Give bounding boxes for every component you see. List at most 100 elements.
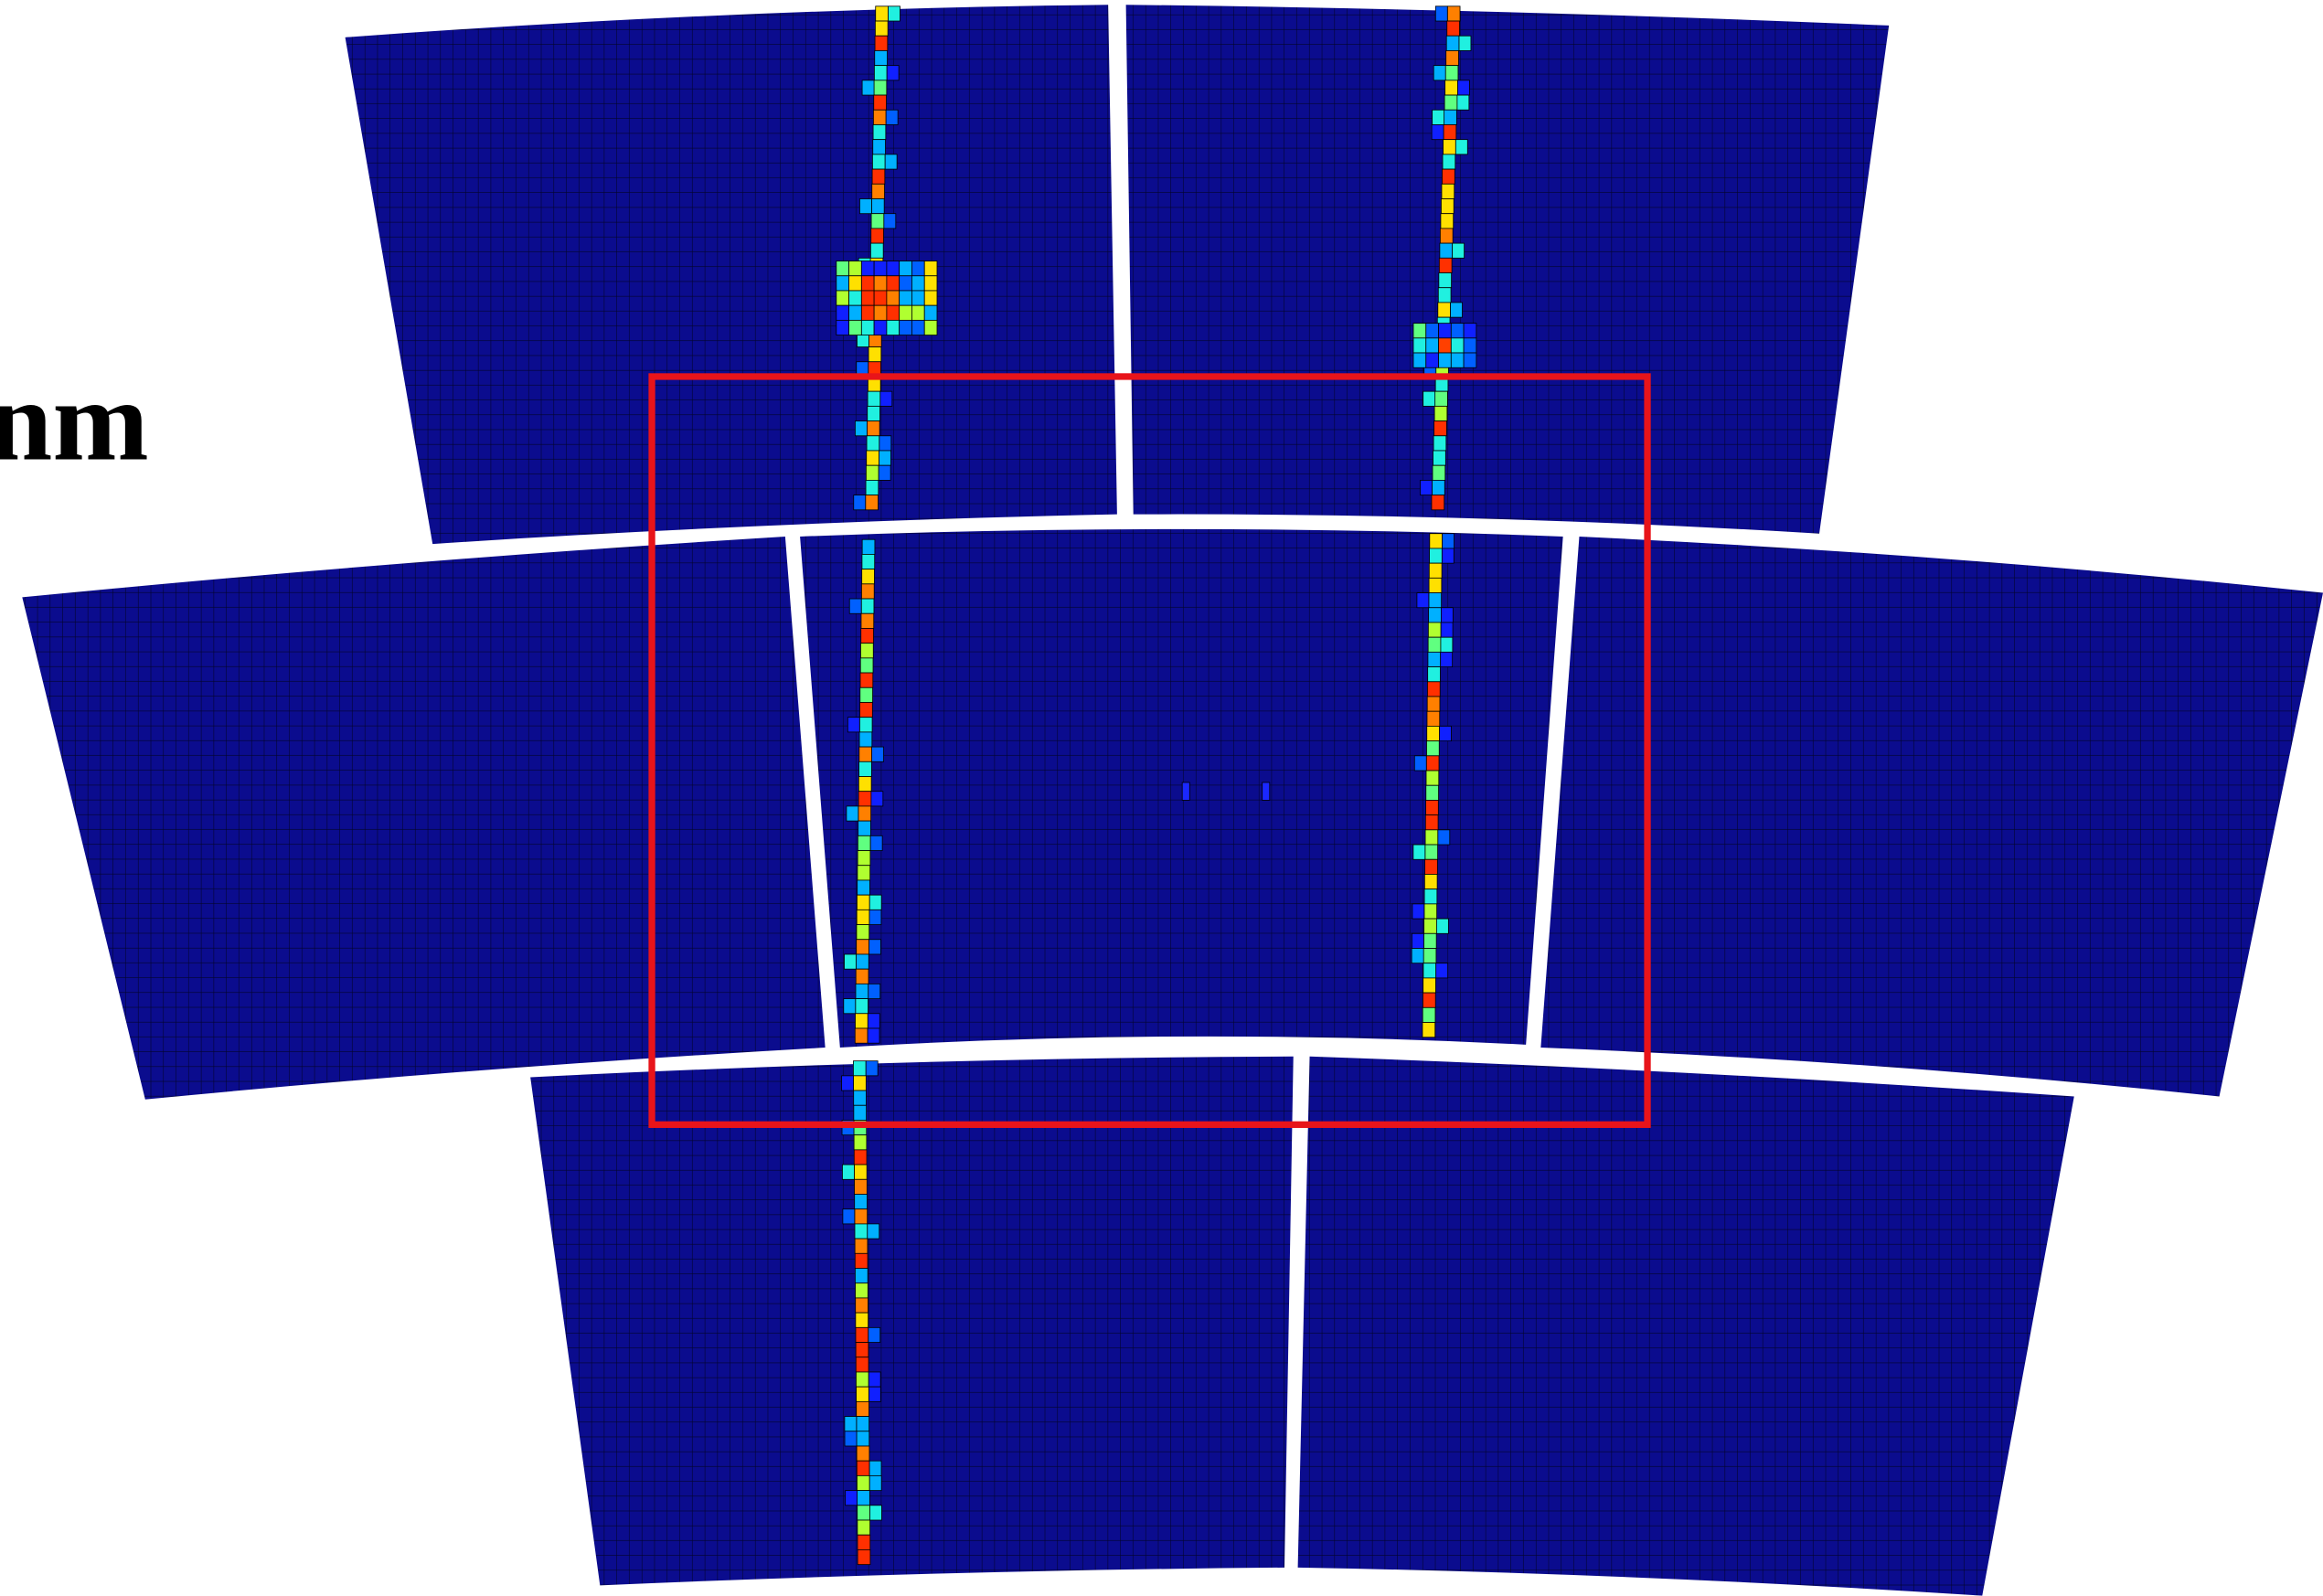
- hit-cell: [855, 1239, 868, 1253]
- hit-cell: [855, 1253, 868, 1268]
- hit-cell: [1444, 140, 1456, 154]
- panel: [346, 5, 1117, 544]
- hit-cell: [874, 305, 887, 320]
- hit-cell: [858, 835, 870, 850]
- hit-cell: [1439, 338, 1452, 353]
- hit-cell: [1451, 324, 1464, 338]
- hit-cell: [1424, 919, 1437, 933]
- hit-cell: [1425, 859, 1438, 874]
- hit-cell: [1426, 800, 1439, 814]
- hit-cell: [856, 984, 868, 998]
- hit-cell: [868, 1327, 880, 1342]
- hit-cell: [1442, 548, 1454, 563]
- hit-cell: [1442, 184, 1455, 198]
- hit-cell: [1444, 95, 1457, 110]
- hit-cell: [1459, 36, 1471, 50]
- hit-cell: [1441, 198, 1454, 213]
- hit-cell: [868, 1028, 879, 1043]
- hit-cell: [1439, 273, 1452, 288]
- hit-cell: [1441, 214, 1454, 229]
- hit-cell: [900, 276, 912, 291]
- hit-cell: [1423, 933, 1436, 948]
- hit-cell: [875, 50, 888, 65]
- hit-cell: [887, 66, 899, 80]
- hit-cell: [854, 1105, 867, 1120]
- hit-cell: [1442, 169, 1455, 184]
- hit-cell: [859, 761, 872, 776]
- hit-cell: [849, 599, 861, 613]
- panel: [800, 529, 1563, 1048]
- hit-cell: [866, 480, 879, 495]
- hit-cell: [1425, 845, 1438, 859]
- hit-cell: [857, 1461, 869, 1475]
- hit-cell: [861, 599, 874, 613]
- hit-cell: [1424, 874, 1437, 888]
- hit-cell: [849, 291, 862, 305]
- hit-cell: [857, 895, 869, 910]
- hit-cell: [889, 6, 900, 21]
- hit-cell: [1424, 904, 1437, 919]
- hit-cell: [1263, 782, 1270, 800]
- hit-cell: [885, 154, 897, 169]
- hit-cell: [868, 1372, 880, 1387]
- hit-cell: [924, 291, 937, 305]
- hit-cell: [855, 421, 867, 436]
- panel: [1298, 1057, 2074, 1596]
- hit-cell: [887, 276, 900, 291]
- hit-cell: [1427, 682, 1440, 697]
- hit-cell: [856, 1014, 868, 1028]
- detector-view: nm: [0, 0, 2323, 1596]
- hit-cell: [845, 1431, 857, 1446]
- hit-cell: [858, 777, 871, 792]
- hit-cell: [1424, 889, 1437, 904]
- hit-cell: [843, 1209, 855, 1224]
- hit-cell: [887, 320, 900, 335]
- hit-cell: [1412, 933, 1423, 948]
- hit-cell: [862, 539, 875, 554]
- hit-cell: [856, 969, 868, 984]
- hit-cell: [860, 702, 873, 717]
- hit-cell: [1434, 421, 1447, 436]
- hit-cell: [869, 1461, 881, 1475]
- hit-cell: [879, 451, 891, 465]
- hit-cell: [880, 391, 892, 406]
- hit-cell: [872, 747, 884, 761]
- hit-cell: [856, 1313, 868, 1327]
- hit-cell: [1429, 578, 1442, 592]
- hit-cell: [853, 1061, 866, 1076]
- hit-cell: [858, 821, 871, 835]
- hit-cell: [1433, 436, 1446, 451]
- hit-cell: [854, 1135, 867, 1150]
- hit-cell: [1412, 948, 1423, 963]
- hit-cell: [856, 1327, 868, 1342]
- hit-cell: [858, 1506, 870, 1520]
- hit-cell: [1430, 534, 1443, 548]
- hit-cell: [862, 569, 875, 584]
- hit-cell: [1444, 110, 1457, 124]
- hit-cell: [854, 1165, 867, 1179]
- hit-cell: [1423, 948, 1436, 963]
- hit-cell: [842, 1076, 854, 1091]
- hit-cell: [869, 1475, 881, 1490]
- hit-cell: [856, 1372, 868, 1387]
- hit-cell: [859, 747, 872, 761]
- hit-cell: [857, 1475, 869, 1490]
- hit-cell: [859, 198, 871, 213]
- hit-cell: [1182, 782, 1189, 800]
- hit-cell: [867, 421, 879, 436]
- panel: [1126, 5, 1890, 534]
- hit-cell: [1464, 324, 1476, 338]
- hit-cell: [874, 261, 887, 276]
- hit-cell: [866, 465, 879, 480]
- hit-cell: [1425, 830, 1438, 845]
- hit-cell: [1427, 697, 1440, 711]
- hit-cell: [849, 305, 862, 320]
- hit-cell: [845, 954, 857, 969]
- hit-cell: [859, 732, 872, 747]
- hit-cell: [1451, 353, 1464, 367]
- hit-cell: [872, 169, 885, 184]
- hit-cell: [874, 320, 887, 335]
- hit-cell: [842, 1165, 854, 1179]
- hit-cell: [1445, 80, 1458, 95]
- hit-cell: [847, 718, 859, 732]
